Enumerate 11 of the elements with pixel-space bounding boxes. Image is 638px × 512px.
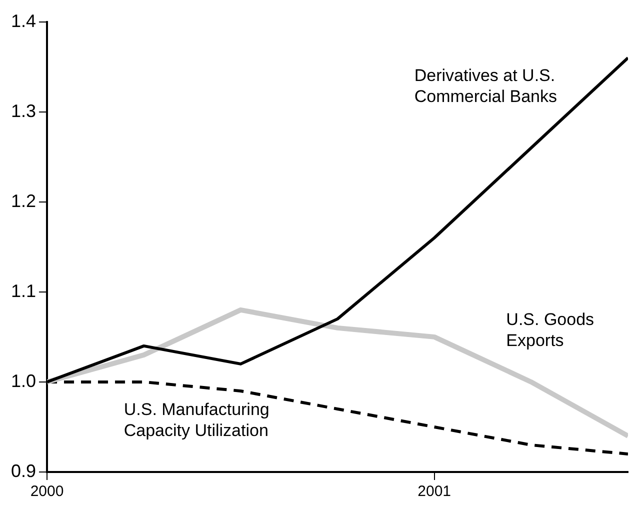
series-label: U.S. Manufacturing Capacity Utilization: [124, 400, 270, 440]
y-tick-label: 1.2: [10, 190, 36, 211]
series-label: U.S. Goods Exports: [506, 310, 594, 350]
series-label: Derivatives at U.S. Commercial Banks: [414, 66, 557, 106]
y-tick-label: 0.9: [10, 460, 36, 481]
y-tick-label: 1.3: [10, 100, 36, 121]
y-tick-label: 1.0: [10, 370, 36, 391]
x-tick-label: 2000: [30, 483, 64, 500]
y-tick-label: 1.1: [10, 280, 36, 301]
x-tick-label: 2001: [418, 483, 452, 500]
y-tick-label: 1.4: [10, 10, 36, 31]
